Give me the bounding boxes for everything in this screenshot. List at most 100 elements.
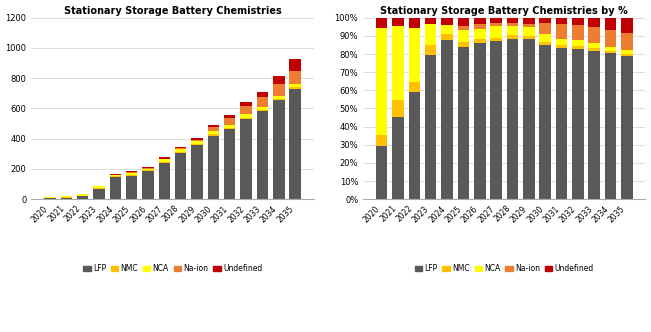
Bar	[540, 42, 551, 44]
Bar	[208, 127, 219, 131]
Bar	[605, 51, 616, 53]
Bar	[621, 34, 633, 50]
Bar	[474, 43, 486, 199]
Bar	[589, 27, 600, 43]
Bar	[490, 18, 502, 23]
Bar	[393, 26, 404, 100]
Bar	[556, 24, 567, 39]
Legend: LFP, NMC, NCA, Na-ion, Undefined: LFP, NMC, NCA, Na-ion, Undefined	[80, 261, 266, 276]
Bar	[474, 39, 486, 43]
Bar	[556, 18, 567, 24]
Bar	[126, 173, 137, 175]
Bar	[273, 99, 284, 100]
Bar	[441, 40, 453, 199]
Bar	[474, 18, 486, 25]
Bar	[273, 96, 284, 99]
Title: Stationary Storage Battery Chemistries by %: Stationary Storage Battery Chemistries b…	[380, 6, 628, 16]
Bar	[126, 171, 137, 172]
Bar	[273, 84, 284, 96]
Bar	[224, 124, 236, 127]
Bar	[273, 100, 284, 199]
Bar	[191, 144, 203, 145]
Bar	[441, 34, 453, 40]
Bar	[621, 18, 633, 34]
Bar	[556, 39, 567, 45]
Bar	[256, 110, 268, 112]
Bar	[523, 39, 534, 199]
Bar	[61, 198, 72, 199]
Bar	[523, 27, 534, 36]
Bar	[240, 106, 252, 115]
Bar	[589, 48, 600, 51]
Title: Stationary Storage Battery Chemistries: Stationary Storage Battery Chemistries	[64, 6, 281, 16]
Bar	[506, 23, 518, 26]
Bar	[175, 148, 186, 149]
Bar	[191, 141, 203, 144]
Bar	[240, 118, 252, 119]
Bar	[474, 25, 486, 29]
Bar	[474, 29, 486, 39]
Bar	[93, 188, 105, 189]
Bar	[621, 54, 633, 56]
Bar	[126, 176, 137, 199]
Bar	[605, 47, 616, 51]
Bar	[159, 163, 170, 199]
Bar	[523, 25, 534, 27]
Bar	[175, 147, 186, 148]
Bar	[93, 186, 105, 188]
Bar	[77, 196, 89, 199]
Bar	[93, 189, 105, 199]
Bar	[490, 23, 502, 26]
Bar	[425, 18, 436, 24]
Bar	[393, 18, 404, 26]
Bar	[506, 39, 518, 199]
Bar	[109, 177, 121, 199]
Bar	[256, 112, 268, 199]
Bar	[490, 26, 502, 38]
Bar	[143, 170, 154, 171]
Bar	[506, 18, 518, 23]
Bar	[605, 30, 616, 47]
Bar	[376, 135, 387, 146]
Bar	[109, 174, 121, 175]
Bar	[506, 35, 518, 39]
Bar	[425, 24, 436, 44]
Bar	[175, 149, 186, 152]
Bar	[523, 36, 534, 39]
Bar	[589, 43, 600, 48]
Bar	[224, 129, 236, 199]
Bar	[540, 18, 551, 23]
Bar	[290, 87, 301, 89]
Bar	[425, 55, 436, 199]
Bar	[224, 127, 236, 129]
Bar	[556, 45, 567, 48]
Bar	[44, 197, 56, 198]
Bar	[572, 41, 583, 46]
Bar	[159, 157, 170, 159]
Bar	[240, 119, 252, 199]
Bar	[409, 29, 420, 82]
Bar	[208, 131, 219, 134]
Bar	[143, 167, 154, 168]
Bar	[256, 107, 268, 110]
Bar	[458, 31, 469, 42]
Bar	[458, 26, 469, 31]
Bar	[290, 89, 301, 199]
Bar	[409, 18, 420, 29]
Bar	[490, 38, 502, 42]
Bar	[224, 118, 236, 124]
Bar	[290, 59, 301, 71]
Bar	[376, 29, 387, 135]
Bar	[621, 56, 633, 199]
Bar	[175, 153, 186, 199]
Bar	[159, 159, 170, 162]
Bar	[490, 42, 502, 199]
Bar	[572, 49, 583, 199]
Bar	[61, 196, 72, 197]
Bar	[441, 26, 453, 34]
Bar	[589, 51, 600, 199]
Bar	[191, 145, 203, 199]
Bar	[290, 84, 301, 87]
Bar	[540, 44, 551, 199]
Bar	[126, 175, 137, 176]
